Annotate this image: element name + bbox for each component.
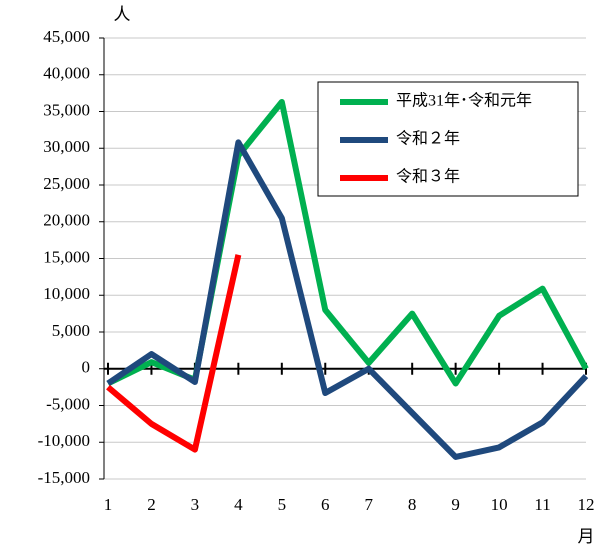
legend-label: 令和３年 <box>396 168 460 186</box>
y-tick-label: -5,000 <box>46 394 90 413</box>
y-tick-label: 20,000 <box>43 211 90 230</box>
y-tick-label: 10,000 <box>43 284 90 303</box>
x-tick-label: 4 <box>234 495 243 514</box>
y-tick-label: 45,000 <box>43 27 90 46</box>
legend-label: 平成31年･令和元年 <box>396 92 532 110</box>
y-tick-label: 25,000 <box>43 174 90 193</box>
y-tick-label: 30,000 <box>43 137 90 156</box>
y-tick-label: 15,000 <box>43 247 90 266</box>
y-tick-label: 0 <box>82 358 91 377</box>
y-tick-label: 35,000 <box>43 100 90 119</box>
x-tick-label: 5 <box>278 495 287 514</box>
x-tick-label: 6 <box>321 495 330 514</box>
x-tick-label: 9 <box>451 495 460 514</box>
x-tick-label: 12 <box>578 495 595 514</box>
x-axis-label: 月 <box>578 527 595 546</box>
legend-label: 令和２年 <box>396 130 460 148</box>
y-axis-label: 人 <box>114 5 131 24</box>
x-tick-label: 8 <box>408 495 417 514</box>
y-tick-label: -15,000 <box>38 468 90 487</box>
x-tick-label: 11 <box>534 495 550 514</box>
x-tick-label: 7 <box>364 495 373 514</box>
series-line <box>106 139 589 460</box>
y-tick-label: 40,000 <box>43 64 90 83</box>
y-tick-label: -10,000 <box>38 431 90 450</box>
x-tick-label: 3 <box>191 495 200 514</box>
y-tick-label: 5,000 <box>52 321 90 340</box>
x-tick-label: 1 <box>104 495 113 514</box>
series-line <box>106 254 242 453</box>
x-tick-label: 10 <box>491 495 508 514</box>
x-tick-label: 2 <box>147 495 156 514</box>
